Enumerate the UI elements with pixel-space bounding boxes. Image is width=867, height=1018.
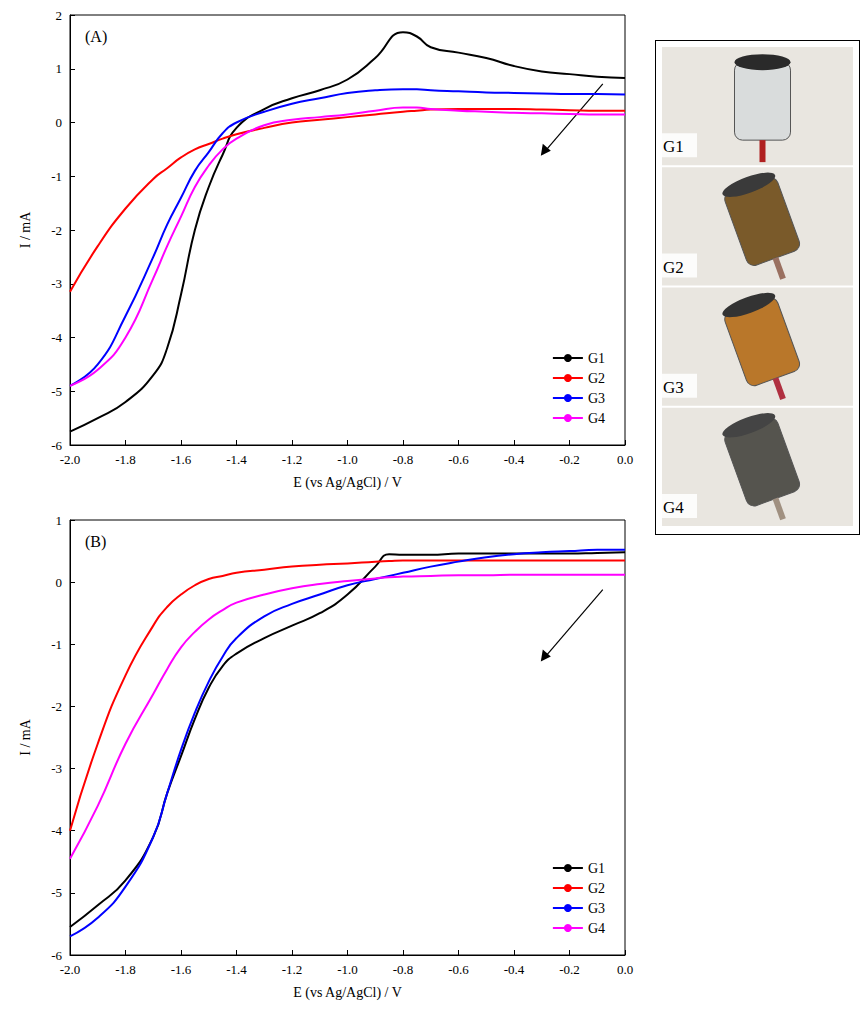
svg-text:G2: G2 — [663, 258, 684, 277]
svg-text:-0.4: -0.4 — [504, 962, 525, 977]
svg-text:1: 1 — [56, 61, 63, 76]
svg-text:-0.2: -0.2 — [559, 962, 580, 977]
svg-text:(A): (A) — [85, 28, 107, 46]
svg-text:G3: G3 — [588, 391, 605, 406]
svg-text:-2: -2 — [51, 223, 62, 238]
svg-text:G4: G4 — [588, 921, 605, 936]
svg-text:0.0: 0.0 — [617, 962, 633, 977]
svg-text:G1: G1 — [588, 351, 605, 366]
svg-text:G3: G3 — [663, 378, 684, 397]
svg-text:-4: -4 — [51, 823, 62, 838]
svg-text:1: 1 — [56, 513, 63, 528]
svg-text:2: 2 — [56, 8, 63, 23]
svg-text:G1: G1 — [588, 861, 605, 876]
svg-text:-0.6: -0.6 — [448, 962, 469, 977]
svg-text:G4: G4 — [588, 411, 605, 426]
svg-text:-0.8: -0.8 — [393, 452, 414, 467]
svg-text:G3: G3 — [588, 901, 605, 916]
svg-text:-1.6: -1.6 — [171, 962, 192, 977]
svg-text:-1: -1 — [51, 169, 62, 184]
svg-text:-1.8: -1.8 — [115, 452, 136, 467]
svg-text:-5: -5 — [51, 885, 62, 900]
svg-text:(B): (B) — [85, 533, 106, 551]
svg-text:G1: G1 — [663, 137, 684, 156]
svg-text:-0.2: -0.2 — [559, 452, 580, 467]
svg-text:-1.0: -1.0 — [337, 452, 358, 467]
svg-text:-0.4: -0.4 — [504, 452, 525, 467]
svg-text:-2: -2 — [51, 699, 62, 714]
svg-text:-1.4: -1.4 — [226, 962, 247, 977]
svg-text:0: 0 — [56, 115, 63, 130]
svg-text:-3: -3 — [51, 761, 62, 776]
svg-text:-1: -1 — [51, 637, 62, 652]
svg-text:0: 0 — [56, 575, 63, 590]
svg-text:-0.8: -0.8 — [393, 962, 414, 977]
svg-text:G2: G2 — [588, 371, 605, 386]
svg-text:E (vs Ag/AgCl) / V: E (vs Ag/AgCl) / V — [293, 985, 402, 1001]
svg-text:G4: G4 — [663, 498, 684, 517]
svg-text:-2.0: -2.0 — [60, 452, 81, 467]
svg-text:-3: -3 — [51, 276, 62, 291]
svg-text:-5: -5 — [51, 384, 62, 399]
svg-text:-1.8: -1.8 — [115, 962, 136, 977]
svg-text:-6: -6 — [51, 948, 62, 963]
svg-text:-6: -6 — [51, 438, 62, 453]
svg-text:-1.6: -1.6 — [171, 452, 192, 467]
svg-text:-0.6: -0.6 — [448, 452, 469, 467]
svg-text:0.0: 0.0 — [617, 452, 633, 467]
svg-text:-1.4: -1.4 — [226, 452, 247, 467]
svg-text:-2.0: -2.0 — [60, 962, 81, 977]
svg-text:G2: G2 — [588, 881, 605, 896]
svg-text:-1.2: -1.2 — [282, 962, 303, 977]
svg-text:-1.0: -1.0 — [337, 962, 358, 977]
svg-text:I / mA: I / mA — [18, 718, 33, 755]
svg-text:E (vs Ag/AgCl) / V: E (vs Ag/AgCl) / V — [293, 475, 402, 491]
svg-text:I / mA: I / mA — [18, 211, 33, 248]
svg-text:-4: -4 — [51, 330, 62, 345]
svg-text:-1.2: -1.2 — [282, 452, 303, 467]
